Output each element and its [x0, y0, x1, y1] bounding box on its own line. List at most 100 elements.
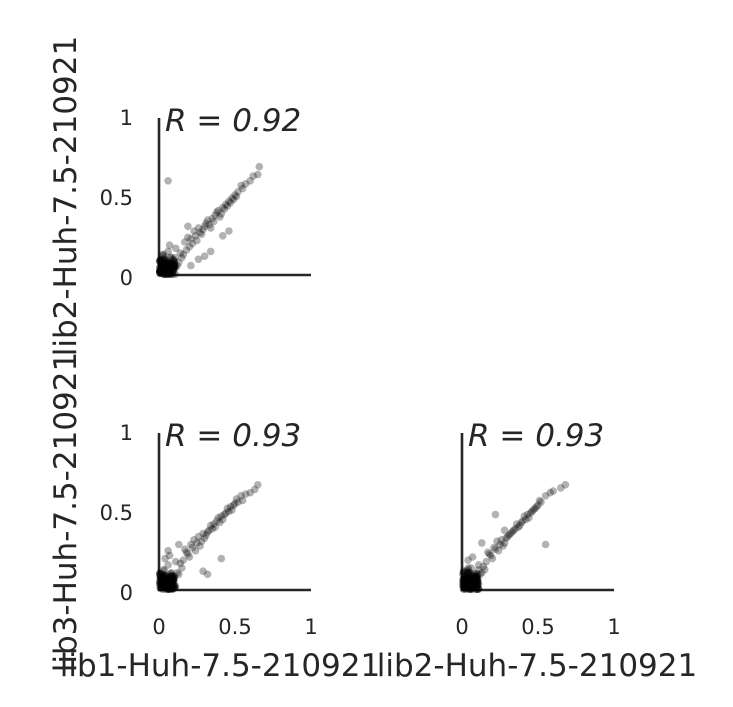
data-point [163, 263, 171, 272]
data-point [158, 251, 167, 259]
data-point [464, 564, 473, 572]
data-point [222, 200, 230, 209]
correlation-label: R = 0.93 [165, 418, 301, 454]
data-point [232, 192, 241, 201]
data-point [164, 584, 173, 592]
data-point [546, 488, 554, 497]
y-tick-label: 1 [120, 421, 133, 445]
data-point [467, 580, 476, 589]
data-point [219, 515, 227, 524]
data-point [158, 582, 167, 590]
data-point [159, 571, 168, 579]
data-point [470, 582, 479, 591]
data-point [179, 250, 188, 259]
data-point [461, 576, 469, 585]
data-point [171, 261, 179, 270]
data-point [217, 554, 226, 563]
data-point [463, 575, 472, 583]
data-point [156, 255, 165, 264]
data-point [469, 579, 478, 588]
data-point [194, 532, 203, 541]
data-point [170, 572, 178, 580]
data-point [512, 520, 521, 528]
data-point [156, 574, 165, 582]
data-point [160, 579, 169, 587]
data-point [466, 569, 475, 577]
data-point [167, 572, 175, 581]
data-point [166, 583, 174, 591]
data-point [237, 181, 245, 190]
data-point [167, 575, 175, 584]
data-point [491, 545, 500, 553]
data-point [158, 262, 166, 270]
data-point [238, 496, 247, 505]
data-point [166, 268, 174, 277]
data-point [251, 485, 259, 494]
data-point [165, 260, 173, 268]
data-point [166, 585, 174, 593]
data-point [169, 260, 178, 269]
correlation-label: R = 0.92 [165, 103, 301, 139]
data-point [156, 267, 164, 275]
data-point [535, 496, 544, 505]
data-point [471, 583, 479, 591]
data-point [160, 270, 169, 279]
data-point [253, 481, 262, 489]
data-point [166, 583, 174, 591]
data-point [156, 580, 164, 588]
data-point [200, 252, 209, 260]
data-point [170, 573, 179, 582]
data-point [160, 578, 169, 586]
data-point [165, 584, 173, 593]
data-point [169, 583, 178, 592]
data-point [166, 578, 175, 586]
data-point [161, 571, 170, 580]
data-point [187, 235, 195, 243]
data-point [160, 265, 168, 274]
data-point [162, 583, 170, 591]
data-point [167, 264, 175, 273]
data-point [169, 267, 178, 276]
data-point [164, 267, 173, 276]
data-point [181, 545, 189, 553]
data-point [469, 575, 477, 584]
data-point [158, 266, 166, 275]
data-point [156, 269, 164, 278]
data-point [466, 584, 474, 592]
data-point [160, 574, 169, 583]
data-point [459, 583, 467, 591]
data-point [503, 532, 512, 541]
data-point [164, 585, 173, 593]
data-point [170, 257, 178, 265]
data-point [164, 270, 173, 279]
data-point [160, 571, 169, 580]
data-point [168, 576, 176, 585]
data-point [470, 579, 479, 588]
data-point [474, 580, 483, 588]
data-point [166, 583, 175, 591]
data-point [162, 585, 171, 593]
data-point [164, 264, 172, 273]
data-point [462, 583, 470, 592]
data-point [156, 267, 164, 276]
data-point [191, 232, 200, 240]
y-tick-label: 1 [120, 106, 133, 130]
data-point [171, 253, 179, 262]
data-point [470, 580, 478, 589]
data-point [461, 572, 469, 580]
data-point [167, 581, 176, 590]
data-point [466, 582, 475, 591]
data-point [459, 582, 468, 591]
data-point [163, 573, 171, 581]
data-point [158, 263, 166, 272]
data-point [473, 585, 481, 593]
data-point [459, 570, 467, 578]
data-point [234, 498, 242, 506]
data-point [500, 526, 509, 535]
data-point [461, 585, 470, 593]
data-point [465, 582, 474, 590]
data-point [159, 270, 168, 279]
data-point [190, 227, 198, 235]
data-point [157, 264, 165, 273]
data-point [159, 252, 168, 260]
